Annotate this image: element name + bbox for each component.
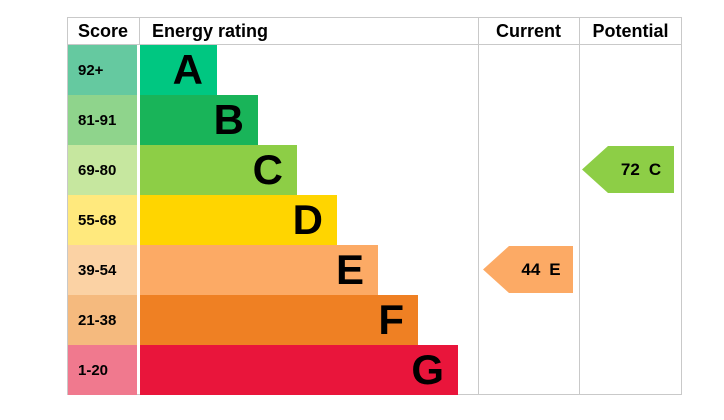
band-row: 21-38 F	[0, 295, 724, 345]
current-rating-band: E	[549, 259, 561, 279]
score-cell: 69-80	[68, 145, 137, 195]
score-column-header: Score	[77, 21, 129, 41]
band-row: 81-91 B	[0, 95, 724, 145]
score-range-label: 81-91	[78, 111, 117, 129]
energy-rating-bar: F	[140, 295, 418, 345]
band-letter: C	[252, 146, 283, 193]
potential-column-divider	[579, 17, 580, 394]
score-cell: 92+	[68, 45, 137, 95]
band-row: 55-68 D	[0, 195, 724, 245]
score-range-label: 69-80	[78, 161, 117, 179]
score-cell: 55-68	[68, 195, 137, 245]
score-cell: 39-54	[68, 245, 137, 295]
band-letter: F	[378, 296, 404, 343]
energy-rating-bar: G	[140, 345, 458, 395]
score-cell: 21-38	[68, 295, 137, 345]
band-letter: D	[292, 196, 323, 243]
score-range-label: 21-38	[78, 311, 117, 329]
score-cell: 1-20	[68, 345, 137, 395]
energy-rating-bar: A	[140, 45, 217, 95]
potential-column-header: Potential	[592, 21, 669, 41]
score-range-label: 1-20	[78, 361, 109, 379]
current-rating-value: 44	[521, 259, 541, 279]
band-letter: G	[411, 346, 444, 393]
energy-rating-bar: C	[140, 145, 297, 195]
score-range-label: 39-54	[78, 261, 117, 279]
energy-rating-bar: E	[140, 245, 378, 295]
score-cell: 81-91	[68, 95, 137, 145]
band-row: 69-80 C	[0, 145, 724, 195]
potential-rating-band: C	[648, 159, 662, 179]
score-range-label: 92+	[78, 61, 104, 79]
energy-rating-column-header: Energy rating	[152, 21, 269, 41]
energy-rating-bar: B	[140, 95, 258, 145]
band-row: 92+ A	[0, 45, 724, 95]
band-row: 39-54 E	[0, 245, 724, 295]
header-bottom-divider	[67, 44, 682, 45]
score-range-label: 55-68	[78, 211, 117, 229]
band-letter: A	[172, 46, 203, 93]
potential-rating-value: 72	[620, 159, 640, 179]
score-column-divider	[139, 17, 140, 45]
band-row: 1-20 G	[0, 345, 724, 395]
band-letter: E	[335, 246, 364, 293]
energy-rating-bar: D	[140, 195, 337, 245]
band-letter: B	[213, 96, 244, 143]
current-column-header: Current	[495, 21, 561, 41]
current-column-divider	[478, 17, 479, 394]
